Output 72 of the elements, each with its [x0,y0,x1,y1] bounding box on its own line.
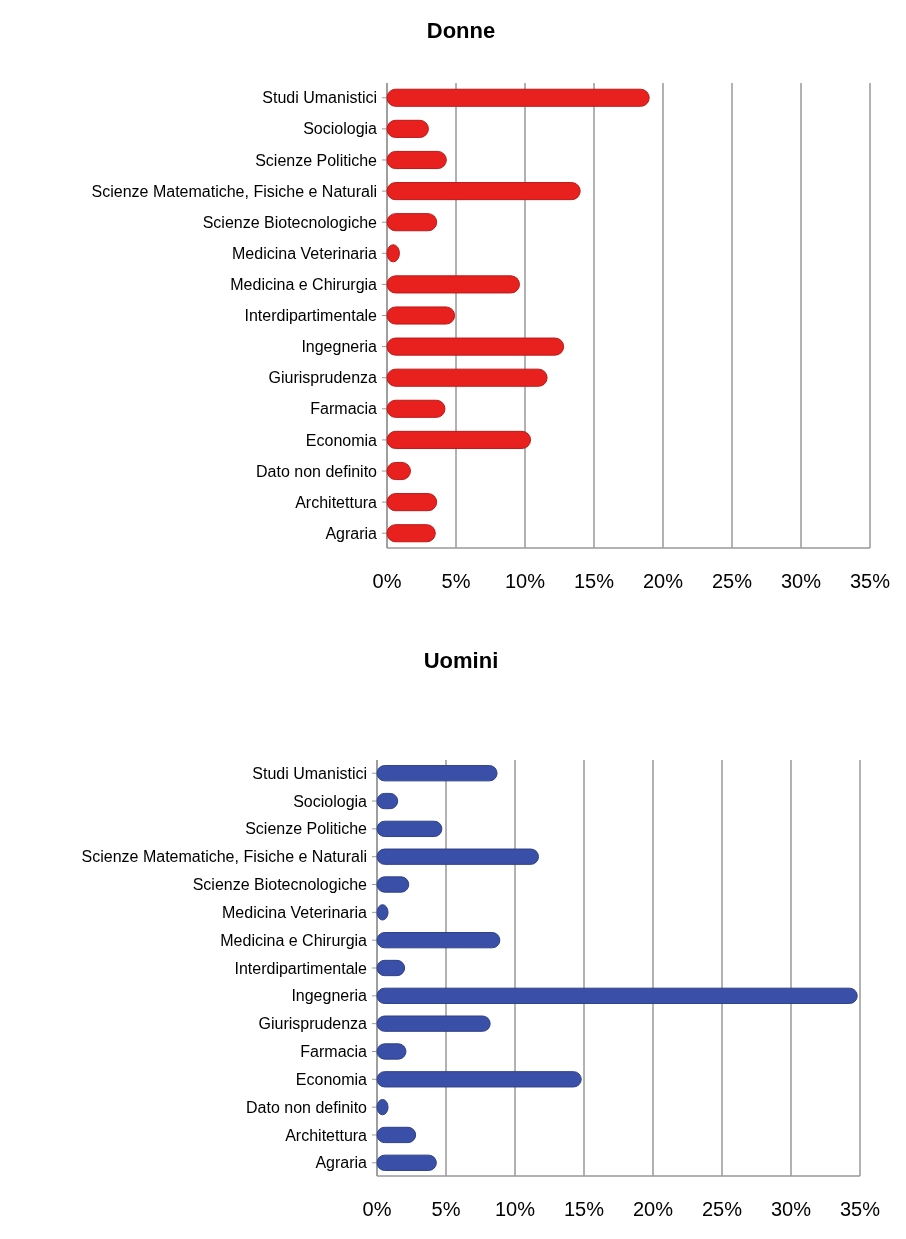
bar [386,368,548,387]
x-tick-label: 5% [441,570,471,592]
x-tick-label: 20% [632,1198,674,1220]
y-tick-label: Medicina e Chirurgia [220,931,368,949]
y-tick-label: Agraria [325,524,378,542]
x-tick-label: 25% [711,570,753,592]
bar [376,1043,407,1060]
bar [386,119,429,138]
chart-title: Uomini [423,648,499,673]
bar [386,275,520,294]
y-tick-label: Farmacia [300,1043,368,1061]
y-tick-label: Farmacia [310,400,378,418]
y-tick-label: Giurisprudenza [258,1015,368,1033]
y-tick-label: Interdipartimentale [244,307,378,325]
y-tick-label: Medicina Veterinaria [222,903,368,921]
y-tick-label: Dato non definito [256,462,378,480]
y-tick-label: Scienze Politiche [245,820,368,838]
bar [386,493,438,512]
bar [386,213,438,232]
y-tick-label: Medicina Veterinaria [232,244,378,262]
bar [376,820,443,838]
bar [376,848,539,865]
y-tick-label: Studi Umanistici [252,764,367,782]
bar [386,306,456,325]
y-tick-label: Ingegneria [301,338,378,356]
bar [386,524,436,543]
bar [386,337,565,356]
x-tick-label: 25% [701,1198,743,1220]
bar [376,1126,417,1144]
x-tick-label: 35% [849,570,891,592]
x-tick-label: 15% [573,570,615,592]
y-tick-label: Scienze Biotecnologiche [202,213,378,231]
chart-title: Donne [426,18,496,43]
y-tick-label: Sociologia [303,120,378,138]
y-tick-label: Dato non definito [246,1098,368,1116]
bar [376,987,858,1004]
x-tick-label: 20% [642,570,684,592]
y-tick-label: Scienze Biotecnologiche [192,876,368,894]
y-tick-label: Architettura [295,493,378,511]
y-tick-label: Studi Umanistici [262,89,377,107]
x-tick-label: 10% [494,1198,536,1220]
bar [386,150,447,170]
bar [376,1071,582,1088]
x-tick-label: 0% [372,570,402,592]
y-tick-label: Sociologia [293,792,368,810]
y-tick-label: Interdipartimentale [234,959,368,977]
y-tick-label: Scienze Matematiche, Fisiche e Naturali [81,848,367,866]
bar [386,182,581,201]
x-tick-label: 15% [563,1198,605,1220]
x-tick-label: 10% [504,570,546,592]
x-tick-label: 30% [780,570,822,592]
x-tick-label: 35% [839,1198,881,1220]
y-tick-label: Economia [295,1070,368,1088]
x-tick-label: 30% [770,1198,812,1220]
bar [376,765,498,782]
y-tick-label: Medicina e Chirurgia [230,276,378,293]
y-tick-label: Agraria [315,1154,368,1172]
x-tick-label: 5% [431,1198,461,1220]
y-tick-label: Scienze Matematiche, Fisiche e Naturali [91,182,377,200]
bar [376,932,501,949]
y-tick-label: Scienze Politiche [255,151,378,169]
y-tick-label: Architettura [285,1126,368,1144]
y-tick-label: Giurisprudenza [268,369,378,387]
bar [376,1015,491,1032]
bar [386,399,446,418]
y-tick-label: Economia [305,431,378,449]
y-tick-label: Ingegneria [291,987,368,1005]
bar [376,1154,437,1171]
bar [386,430,532,449]
bar [386,88,650,107]
bar [376,876,410,893]
x-tick-label: 0% [362,1198,392,1220]
